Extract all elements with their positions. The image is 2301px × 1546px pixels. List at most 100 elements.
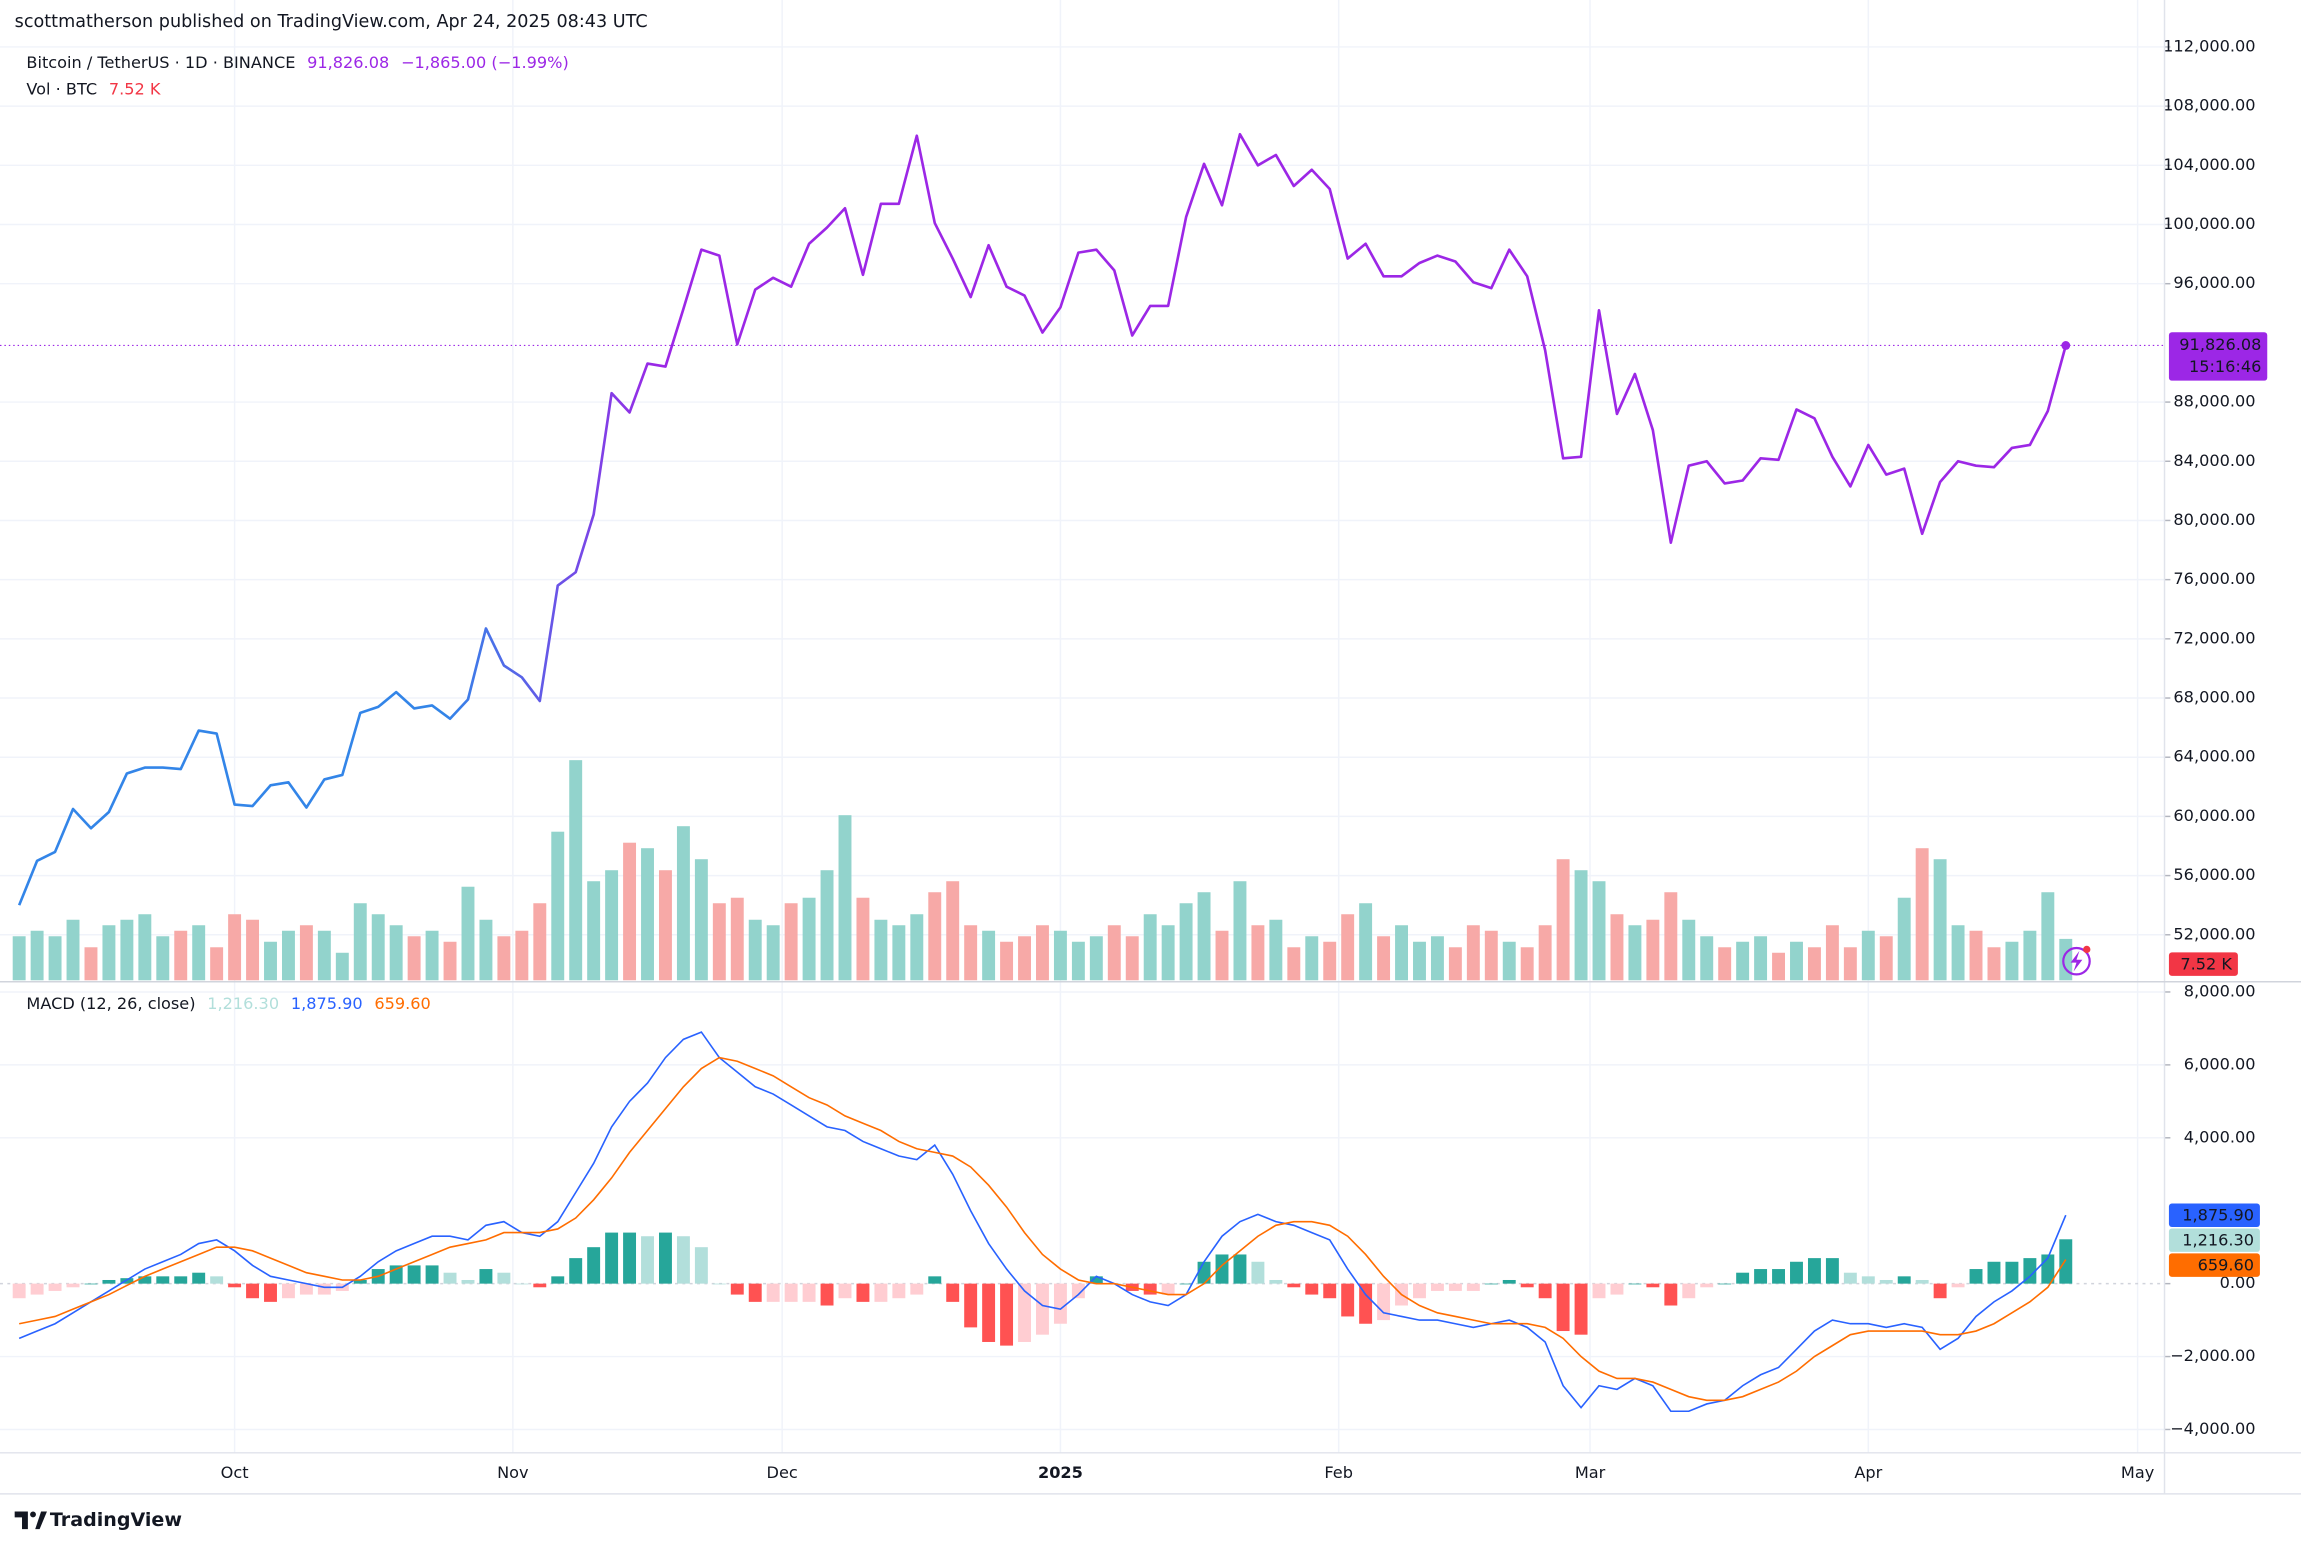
histogram-bar: [1825, 1258, 1839, 1284]
volume-bar: [407, 936, 421, 981]
volume-bar: [1269, 919, 1283, 981]
volume-bar: [1718, 947, 1732, 981]
macd-tag: [2168, 1253, 2260, 1277]
histogram-bar: [174, 1276, 188, 1284]
y-tick-label: 76,000.00: [2173, 569, 2255, 588]
histogram-bar: [1933, 1283, 1947, 1299]
volume-bar: [1987, 947, 2001, 981]
histogram-bar: [605, 1232, 619, 1284]
volume-bar: [587, 881, 601, 981]
volume-bar: [138, 914, 152, 981]
volume-bar: [515, 930, 529, 981]
histogram-bar: [838, 1283, 852, 1299]
histogram-bar: [497, 1272, 511, 1284]
volume-tag-label: 7.52 K: [2180, 954, 2232, 973]
y-tick-label: 8,000.00: [2184, 981, 2256, 1000]
price-tag-label: 91,826.08: [2179, 335, 2261, 354]
histogram-bar: [1143, 1283, 1157, 1295]
grid: [0, 0, 2165, 1453]
volume-bar: [1179, 903, 1193, 981]
volume-bar: [1341, 914, 1355, 981]
histogram-bar: [2005, 1261, 2019, 1284]
volume-bar: [156, 936, 170, 981]
histogram-bar: [1197, 1261, 1211, 1284]
histogram-bar: [964, 1283, 978, 1328]
volume-bar: [174, 930, 188, 981]
y-tick-label: 84,000.00: [2173, 451, 2255, 470]
volume-bar: [1951, 925, 1965, 981]
macd-line: [18, 1031, 2067, 1413]
volume-bar: [120, 919, 134, 981]
volume-bar: [1520, 947, 1534, 981]
volume-bar: [443, 941, 457, 981]
y-tick-label: 60,000.00: [2173, 806, 2255, 825]
volume-bar: [1018, 936, 1031, 981]
volume-bar: [623, 842, 637, 981]
volume-bar: [1538, 925, 1552, 981]
histogram-bar: [246, 1283, 260, 1299]
volume-bar: [461, 886, 475, 981]
volume-bar: [1036, 925, 1049, 981]
price-tag: [2168, 332, 2268, 381]
volume-bar: [928, 892, 942, 981]
volume-legend: Vol · BTC 7.52 K: [26, 79, 161, 98]
macd-line-label: 1,875.90: [291, 993, 363, 1012]
brand-name: TradingView: [50, 1509, 182, 1531]
volume-bar: [2023, 930, 2037, 981]
histogram-bar: [1466, 1283, 1480, 1291]
x-tick-label: Feb: [1324, 1463, 1353, 1482]
y-tick-label: 64,000.00: [2173, 747, 2255, 766]
volume-bar: [676, 826, 690, 981]
volume-bar: [1089, 936, 1103, 981]
volume-bar: [605, 870, 619, 981]
histogram-bar: [1484, 1283, 1498, 1285]
volume-bar: [964, 925, 978, 981]
volume-bar: [84, 947, 98, 981]
volume-bar: [551, 831, 565, 981]
volume-bar: [1251, 925, 1265, 981]
histogram-bar: [425, 1265, 439, 1284]
y-tick-label: 80,000.00: [2173, 510, 2255, 529]
volume-bar: [228, 914, 242, 981]
volume-bar: [1897, 897, 1911, 981]
macd-title: MACD (12, 26, close): [26, 993, 195, 1012]
histogram-bar: [479, 1269, 493, 1284]
histogram-bar: [1251, 1261, 1265, 1284]
histogram-bar: [515, 1283, 529, 1285]
volume-bar: [1484, 930, 1498, 981]
y-tick-label: 6,000.00: [2184, 1054, 2256, 1073]
x-tick-label: May: [2121, 1463, 2155, 1482]
volume-bar: [1736, 941, 1750, 981]
histogram-bar: [1341, 1283, 1355, 1317]
histogram-bar: [228, 1283, 242, 1288]
histogram-bar: [317, 1283, 331, 1295]
volume-bar: [730, 897, 744, 981]
histogram-bar: [210, 1276, 224, 1284]
histogram-bar: [1754, 1269, 1768, 1284]
volume-bar: [1430, 936, 1444, 981]
histogram-bar: [1951, 1283, 1965, 1288]
histogram-bar: [1430, 1283, 1444, 1291]
histogram-bar: [1969, 1269, 1983, 1284]
volume-bar: [1197, 892, 1211, 981]
histogram-bar: [1000, 1283, 1014, 1346]
volume-bar: [1107, 925, 1121, 981]
histogram-bar: [1718, 1283, 1732, 1285]
histogram-bar: [820, 1283, 834, 1306]
histogram-bar: [299, 1283, 313, 1295]
histogram-bar: [1664, 1283, 1678, 1306]
volume-bar: [766, 925, 780, 981]
volume-bar: [1772, 952, 1786, 981]
y-tick-label: −2,000.00: [2170, 1346, 2255, 1365]
volume-bar: [569, 760, 583, 981]
y-tick-label: 56,000.00: [2173, 865, 2255, 884]
countdown-label: 15:16:46: [2189, 357, 2261, 376]
y-tick-label: 112,000.00: [2163, 36, 2255, 55]
histogram-bar: [1179, 1283, 1193, 1285]
histogram-bar: [766, 1283, 780, 1302]
volume-bar: [12, 936, 26, 981]
histogram-bar: [1233, 1254, 1247, 1284]
histogram-bar: [569, 1258, 583, 1284]
histogram-bar: [1807, 1258, 1821, 1284]
